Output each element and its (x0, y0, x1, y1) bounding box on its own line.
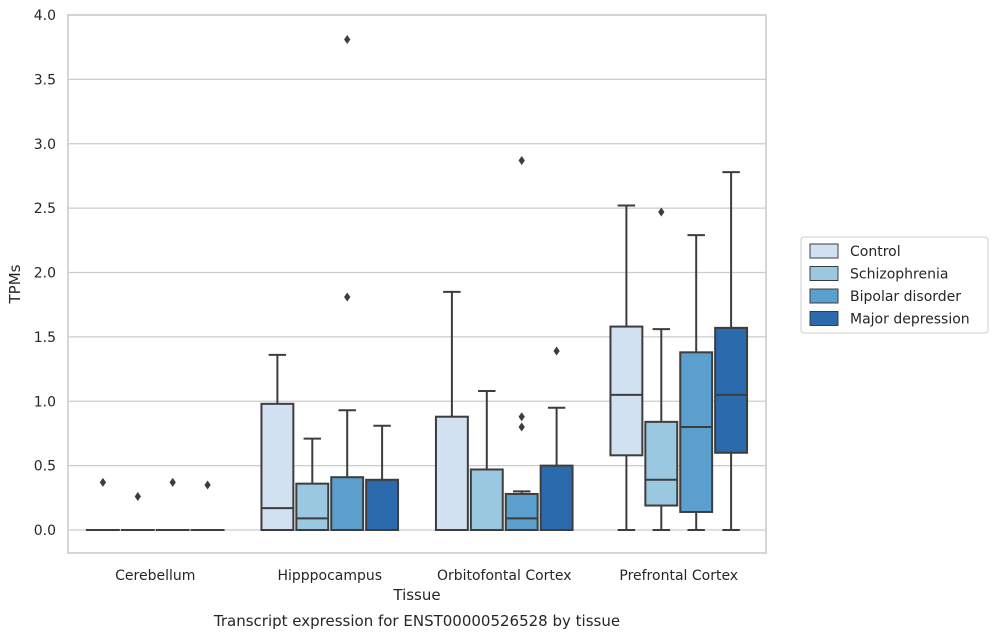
plot-frame (67, 14, 767, 554)
y-tick-label: 0.5 (34, 459, 56, 475)
legend-label: Control (850, 244, 901, 260)
box-iqr (539, 464, 574, 531)
box-schizophrenia-1 (295, 437, 330, 531)
outlier-point (169, 477, 176, 487)
box-iqr (365, 478, 400, 532)
outlier-point (553, 346, 560, 356)
legend-swatch (809, 288, 839, 304)
box-major-depression-2 (539, 346, 574, 531)
y-tick-label: 1.0 (34, 394, 56, 410)
box-iqr (609, 325, 644, 457)
box-major-depression-1 (365, 424, 400, 532)
y-tick-label: 4.0 (34, 8, 56, 24)
legend: Control Schizophrenia Bipolar disorder Majo… (800, 236, 989, 334)
box-control-2 (434, 290, 469, 532)
outlier-point (344, 292, 351, 302)
x-tick-label: Hipppocampus (277, 568, 382, 584)
box-bipolar-disorder-3 (679, 234, 714, 531)
x-axis-label: Tissue (392, 586, 440, 604)
box-iqr (330, 476, 365, 531)
box-iqr (679, 351, 714, 513)
outlier-point (204, 480, 211, 490)
box-groups (85, 34, 749, 532)
box-iqr (434, 415, 469, 532)
box-iqr (644, 420, 679, 507)
x-tick-label: Prefrontal Cortex (619, 568, 738, 584)
outlier-point (518, 422, 525, 432)
outlier-point (99, 477, 107, 487)
legend-swatch (809, 311, 839, 326)
box-iqr (504, 492, 539, 532)
box-bipolar-disorder-2 (504, 155, 539, 532)
box-schizophrenia-3 (644, 207, 679, 531)
legend-swatch (809, 243, 839, 259)
box-major-depression-0 (190, 480, 225, 532)
outlier-point (518, 155, 525, 165)
y-tick-labels: 0.0 0.5 1.0 1.5 2.0 2.5 3.0 3.5 4.0 (34, 8, 56, 539)
box-iqr (260, 402, 295, 532)
box-schizophrenia-0 (120, 492, 155, 532)
box-bipolar-disorder-1 (330, 34, 365, 531)
legend-frame (800, 236, 989, 334)
chart-caption: Transcript expression for ENST0000052652… (213, 612, 620, 630)
outlier-point (518, 412, 525, 422)
legend-label: Major depression (850, 312, 970, 328)
box-control-1 (260, 353, 295, 532)
legend-label: Schizophrenia (850, 267, 948, 283)
y-tick-label: 1.5 (34, 330, 56, 346)
box-bipolar-disorder-0 (155, 477, 190, 532)
y-tick-label: 0.0 (34, 523, 56, 539)
y-axis-label: TPMs (6, 264, 24, 304)
x-tick-label: Orbitofontal Cortex (437, 568, 572, 584)
box-iqr (295, 482, 330, 531)
x-tick-labels: Cerebellum Hipppocampus Orbitofontal Corte… (115, 568, 738, 584)
y-tick-label: 3.5 (34, 72, 56, 88)
y-tick-label: 2.0 (34, 266, 56, 282)
outlier-point (344, 34, 351, 44)
box-iqr (714, 326, 749, 454)
legend-swatch (809, 266, 839, 281)
box-major-depression-3 (714, 171, 749, 531)
legend-label: Bipolar disorder (850, 289, 961, 305)
y-tick-label: 3.0 (34, 137, 56, 153)
box-schizophrenia-2 (469, 389, 504, 531)
box-control-3 (609, 204, 644, 531)
box-iqr (469, 468, 504, 531)
outlier-point (658, 207, 665, 217)
box-control-0 (85, 477, 120, 532)
y-tick-label: 2.5 (34, 201, 56, 217)
outlier-point (134, 492, 141, 502)
x-tick-label: Cerebellum (115, 568, 195, 584)
